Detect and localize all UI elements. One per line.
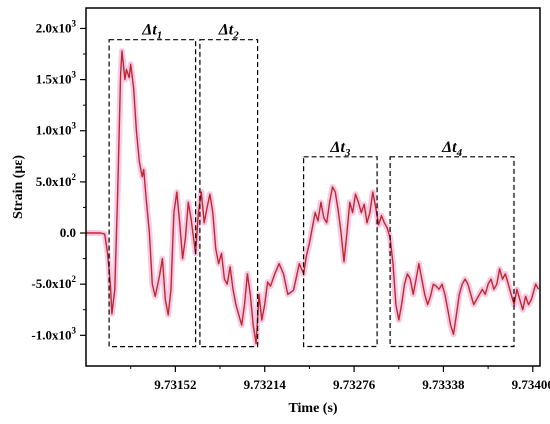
y-tick-label-6: 2.0x103 bbox=[36, 18, 77, 35]
x-tick-label-1: 9.73214 bbox=[244, 377, 287, 392]
x-tick-label-2: 9.73276 bbox=[333, 377, 376, 392]
region-box-2 bbox=[199, 39, 259, 348]
series-band-0 bbox=[86, 48, 542, 347]
region-label-2: Δt2 bbox=[218, 22, 239, 42]
region-box-4 bbox=[389, 156, 515, 348]
y-axis-ticks: -1.0x103 -5.0x102 0.0 5.0x102 1.0x103 1.5x103… bbox=[31, 18, 86, 342]
plot-frame bbox=[85, 7, 541, 367]
series-band-layer bbox=[86, 48, 542, 347]
x-tick-label-0: 9.73152 bbox=[154, 377, 196, 392]
x-axis-title: Time (s) bbox=[288, 401, 337, 416]
y-axis-title: Strain (με) bbox=[11, 155, 26, 219]
series-line-layer bbox=[86, 50, 540, 345]
y-tick-label-4: 1.0x103 bbox=[36, 121, 77, 138]
region-box-1 bbox=[108, 39, 197, 348]
y-tick-label-2: 0.0 bbox=[60, 225, 76, 240]
region-box-3 bbox=[303, 156, 378, 348]
y-tick-label-5: 1.5x103 bbox=[36, 70, 77, 87]
y-tick-label-3: 5.0x102 bbox=[36, 172, 77, 189]
x-tick-label-3: 9.73338 bbox=[422, 377, 465, 392]
x-tick-label-4: 9.73400 bbox=[512, 377, 550, 392]
region-label-3: Δt3 bbox=[329, 139, 350, 159]
region-box-layer: Δt1 Δt2 Δt3 Δt4 bbox=[108, 22, 515, 348]
y-tick-label-0: -1.0x103 bbox=[31, 325, 76, 342]
region-label-4: Δt4 bbox=[441, 139, 462, 159]
region-label-1: Δt1 bbox=[141, 22, 162, 42]
y-tick-label-1: -5.0x102 bbox=[31, 274, 76, 291]
series-line-0 bbox=[86, 50, 540, 345]
x-axis-ticks: 9.73152 9.73214 9.73276 9.73338 9.73400 bbox=[130, 366, 550, 392]
